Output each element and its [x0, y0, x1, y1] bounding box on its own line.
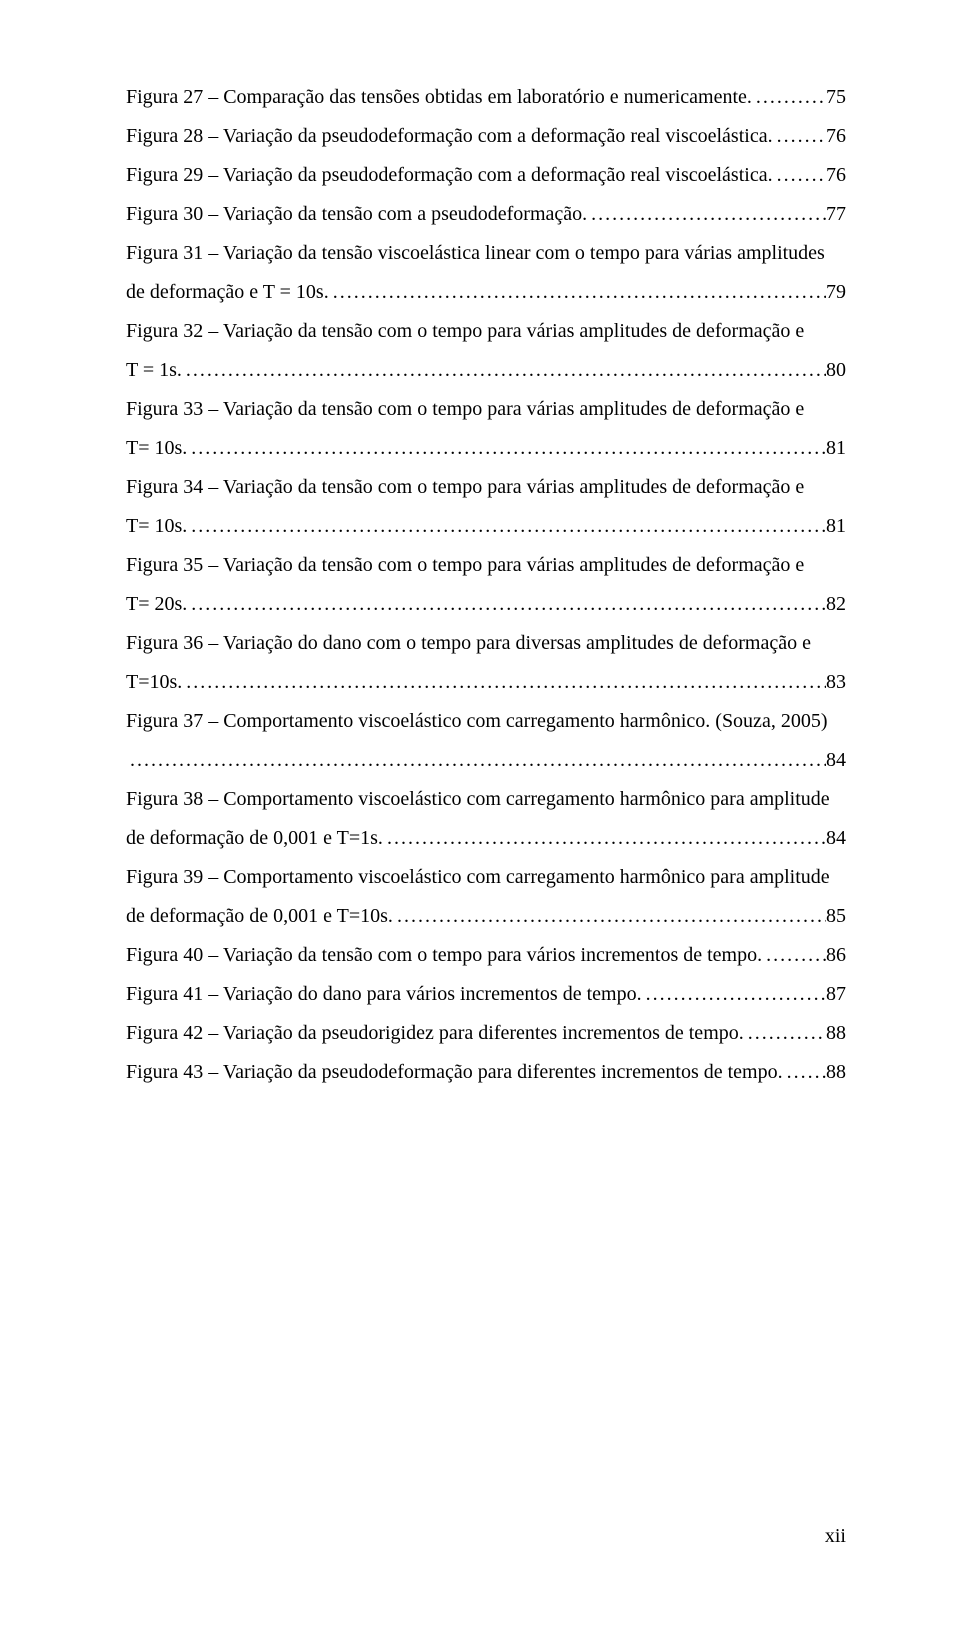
page-number: 83: [826, 663, 846, 702]
figure-entry: de deformação de 0,001 e T=10s. 85: [126, 897, 846, 936]
figure-entry: T= 20s. 82: [126, 585, 846, 624]
figure-entry: Figura 27 – Comparação das tensões obtid…: [126, 78, 846, 117]
figure-text-cont: T = 1s.: [126, 351, 182, 390]
leader-dots: [762, 936, 826, 975]
page-number: 87: [826, 975, 846, 1014]
figure-text-line1: Figura 34 – Variação da tensão com o tem…: [126, 468, 846, 507]
leader-dots: [329, 273, 826, 312]
leader-dots: [182, 663, 826, 702]
figure-text-line1: Figura 36 – Variação do dano com o tempo…: [126, 624, 846, 663]
figure-text-cont: de deformação de 0,001 e T=1s.: [126, 819, 383, 858]
leader-dots: [744, 1014, 826, 1053]
figure-entry: T = 1s. 80: [126, 351, 846, 390]
figure-text: Figura 28 – Variação da pseudodeformação…: [126, 117, 773, 156]
leader-dots: [642, 975, 826, 1014]
figure-text-line1: Figura 38 – Comportamento viscoelástico …: [126, 780, 846, 819]
figure-text-line1: Figura 39 – Comportamento viscoelástico …: [126, 858, 846, 897]
figure-entry: Figura 29 – Variação da pseudodeformação…: [126, 156, 846, 195]
leader-dots: [187, 585, 826, 624]
page-number: 88: [826, 1053, 846, 1092]
figure-text-cont: T= 20s.: [126, 585, 187, 624]
figure-entry: de deformação e T = 10s. 79: [126, 273, 846, 312]
page-number: 81: [826, 507, 846, 546]
figure-text-cont: de deformação de 0,001 e T=10s.: [126, 897, 393, 936]
figure-text-line1: Figura 32 – Variação da tensão com o tem…: [126, 312, 846, 351]
page-number: 80: [826, 351, 846, 390]
leader-dots: [187, 507, 826, 546]
leader-dots: [393, 897, 826, 936]
page-number: 84: [826, 741, 846, 780]
figure-text-cont: T=10s.: [126, 663, 182, 702]
figure-text: Figura 43 – Variação da pseudodeformação…: [126, 1053, 783, 1092]
figure-entry: Figura 43 – Variação da pseudodeformação…: [126, 1053, 846, 1092]
leader-dots: [182, 351, 826, 390]
figure-text: Figura 41 – Variação do dano para vários…: [126, 975, 642, 1014]
page-number: 76: [826, 156, 846, 195]
page-footer-number: xii: [825, 1525, 846, 1548]
figure-text-line1: Figura 31 – Variação da tensão viscoelás…: [126, 234, 846, 273]
page-number: 79: [826, 273, 846, 312]
leader-dots: [126, 741, 826, 780]
figure-entry: Figura 28 – Variação da pseudodeformação…: [126, 117, 846, 156]
figure-entry: Figura 40 – Variação da tensão com o tem…: [126, 936, 846, 975]
figure-text-cont: T= 10s.: [126, 429, 187, 468]
page-number: 76: [826, 117, 846, 156]
figure-list: Figura 27 – Comparação das tensões obtid…: [0, 0, 960, 1092]
page-number: 85: [826, 897, 846, 936]
leader-dots: [587, 195, 826, 234]
figure-entry: T= 10s. 81: [126, 429, 846, 468]
figure-entry: Figura 42 – Variação da pseudorigidez pa…: [126, 1014, 846, 1053]
leader-dots: [773, 117, 826, 156]
page-number: 82: [826, 585, 846, 624]
figure-entry: Figura 30 – Variação da tensão com a pse…: [126, 195, 846, 234]
leader-dots: [383, 819, 826, 858]
figure-text: Figura 27 – Comparação das tensões obtid…: [126, 78, 752, 117]
figure-text: Figura 29 – Variação da pseudodeformação…: [126, 156, 773, 195]
leader-dots: [783, 1053, 826, 1092]
figure-text-line1: Figura 35 – Variação da tensão com o tem…: [126, 546, 846, 585]
figure-text: Figura 30 – Variação da tensão com a pse…: [126, 195, 587, 234]
page-number: 81: [826, 429, 846, 468]
leader-dots: [773, 156, 826, 195]
leader-dots: [752, 78, 826, 117]
figure-entry: 84: [126, 741, 846, 780]
figure-entry: T=10s. 83: [126, 663, 846, 702]
page-number: 88: [826, 1014, 846, 1053]
figure-text-line1: Figura 33 – Variação da tensão com o tem…: [126, 390, 846, 429]
figure-entry: T= 10s. 81: [126, 507, 846, 546]
figure-text-cont: T= 10s.: [126, 507, 187, 546]
figure-text-line1: Figura 37 – Comportamento viscoelástico …: [126, 702, 846, 741]
figure-entry: Figura 41 – Variação do dano para vários…: [126, 975, 846, 1014]
figure-text: Figura 42 – Variação da pseudorigidez pa…: [126, 1014, 744, 1053]
page-number: 86: [826, 936, 846, 975]
figure-text-cont: de deformação e T = 10s.: [126, 273, 329, 312]
figure-text: Figura 40 – Variação da tensão com o tem…: [126, 936, 762, 975]
page-number: 75: [826, 78, 846, 117]
page-number: 77: [826, 195, 846, 234]
leader-dots: [187, 429, 826, 468]
figure-entry: de deformação de 0,001 e T=1s. 84: [126, 819, 846, 858]
page-number: 84: [826, 819, 846, 858]
